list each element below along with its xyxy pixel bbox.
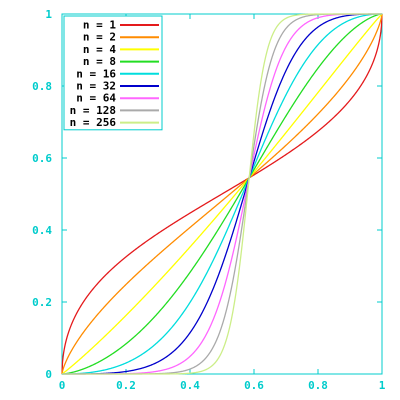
legend-label-n-8: n = 8 xyxy=(83,55,116,68)
legend-label-n-1: n = 1 xyxy=(83,19,116,32)
legend-label-n-256: n = 256 xyxy=(70,116,117,129)
legend-label-n-128: n = 128 xyxy=(70,104,116,117)
plot-frame xyxy=(61,13,383,375)
legend-label-n-64: n = 64 xyxy=(76,92,116,105)
y-tick-label: 0.6 xyxy=(32,152,52,165)
x-tick-label: 0.2 xyxy=(116,379,136,392)
series-line-n-2 xyxy=(61,13,383,375)
x-tick-label: 0.6 xyxy=(244,379,264,392)
y-tick-label: 0.8 xyxy=(32,80,52,93)
legend-label-n-16: n = 16 xyxy=(76,67,116,80)
x-tick-label: 0 xyxy=(59,379,66,392)
y-tick-label: 1 xyxy=(45,8,52,21)
series-line-n-32 xyxy=(62,13,382,375)
series-line-n-256 xyxy=(62,13,382,375)
y-tick-label: 0 xyxy=(45,368,52,381)
y-tick-label: 0.2 xyxy=(32,296,52,309)
legend-label-n-32: n = 32 xyxy=(76,80,116,93)
x-tick-label: 0.8 xyxy=(308,379,328,392)
x-tick-label: 0.4 xyxy=(180,379,200,392)
legend-label-n-2: n = 2 xyxy=(83,31,116,44)
series-line-n-16 xyxy=(62,13,382,375)
series-line-n-4 xyxy=(61,13,383,375)
series-line-n-1 xyxy=(61,13,383,375)
y-tick-label: 0.4 xyxy=(32,224,52,237)
legend-label-n-4: n = 4 xyxy=(83,43,116,56)
x-tick-label: 1 xyxy=(379,379,386,392)
series-line-n-8 xyxy=(61,13,383,375)
